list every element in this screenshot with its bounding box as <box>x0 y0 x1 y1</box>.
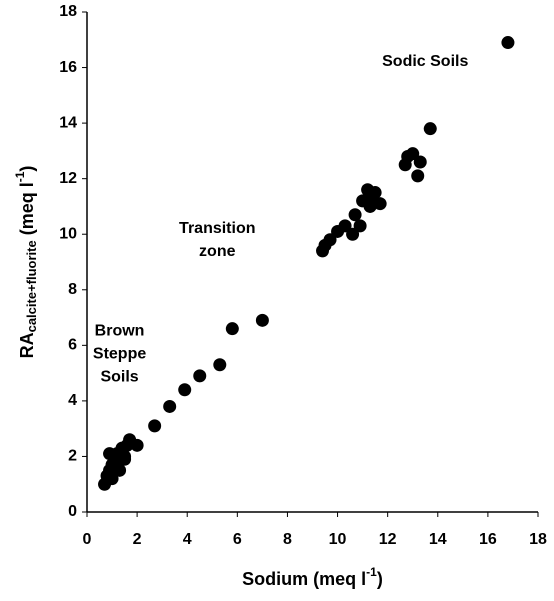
point <box>148 419 162 433</box>
point <box>501 36 515 50</box>
point <box>331 224 345 238</box>
point <box>225 322 239 336</box>
point <box>346 227 360 241</box>
y-tick-label: 2 <box>68 448 77 465</box>
y-label-sub: calcite+fluorite <box>24 240 39 332</box>
y-label-text: RA <box>17 332 37 358</box>
point <box>423 122 437 136</box>
y-label-sup: -1 <box>13 171 27 182</box>
y-tick-label: 18 <box>59 3 77 20</box>
y-tick-label: 0 <box>68 503 77 520</box>
x-tick-label: 8 <box>283 531 292 548</box>
point <box>316 244 330 258</box>
x-tick-label: 4 <box>183 531 192 548</box>
x-label-sup: -1 <box>366 565 377 579</box>
point <box>163 399 177 413</box>
x-tick-label: 6 <box>233 531 242 548</box>
y-tick-label: 10 <box>59 225 77 242</box>
x-tick-label: 16 <box>479 531 497 548</box>
y-label-middle: (meq l <box>17 182 37 240</box>
point <box>348 208 362 222</box>
point <box>213 358 227 372</box>
y-tick-label: 16 <box>59 59 77 76</box>
point <box>363 199 377 213</box>
annotation: Soils <box>100 369 138 386</box>
annotation: Sodic Soils <box>382 53 468 70</box>
point <box>413 155 427 169</box>
x-tick-label: 0 <box>83 531 92 548</box>
y-tick-label: 8 <box>68 281 77 298</box>
y-tick-label: 4 <box>68 392 77 409</box>
point <box>178 383 192 397</box>
annotation: Transition <box>179 220 255 237</box>
point <box>353 219 367 233</box>
x-label-text: Sodium (meq l <box>242 569 366 589</box>
point <box>193 369 207 383</box>
x-tick-label: 14 <box>429 531 447 548</box>
point <box>118 452 132 466</box>
y-tick-label: 12 <box>59 170 77 187</box>
x-axis-label: Sodium (meq l-1) <box>242 565 383 589</box>
x-tick-label: 18 <box>529 531 547 548</box>
point <box>255 313 269 327</box>
y-tick-label: 14 <box>59 114 77 131</box>
y-tick-label: 6 <box>68 337 77 354</box>
point <box>411 169 425 183</box>
annotation: Brown <box>95 323 145 340</box>
x-tick-label: 12 <box>379 531 397 548</box>
point <box>398 158 412 172</box>
annotation: Steppe <box>93 346 146 363</box>
x-tick-label: 2 <box>133 531 142 548</box>
point <box>103 447 117 461</box>
point <box>105 472 119 486</box>
point <box>108 461 122 475</box>
y-label-end: ) <box>17 166 37 172</box>
annotation: zone <box>199 243 236 260</box>
x-label-end: ) <box>377 569 383 589</box>
x-tick-label: 10 <box>329 531 347 548</box>
point <box>373 197 387 211</box>
y-axis-label: RAcalcite+fluorite (meq l-1) <box>13 166 39 359</box>
